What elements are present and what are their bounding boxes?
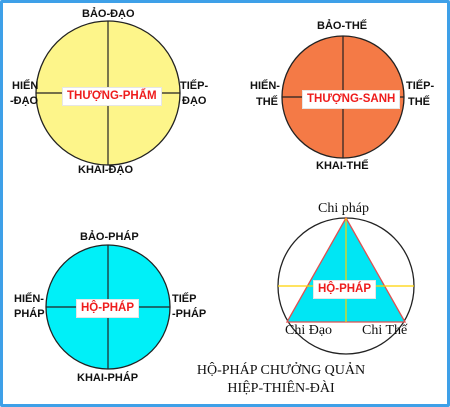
circle-dao-top-label: BẢO-ĐẠO	[82, 8, 135, 20]
circle-dao-left-label-1: HIẾN	[12, 80, 39, 92]
circle-dao-right-label-1: TIẾP-	[180, 80, 209, 92]
triangle-top-label: Chi pháp	[318, 201, 369, 216]
triangle-bottom-right-label: Chi Thế	[362, 323, 408, 338]
circle-phap-right-label-2: -PHÁP	[172, 308, 207, 320]
circle-phap-left-label-2: PHÁP	[14, 308, 45, 320]
triangle-center-label: HỘ-PHÁP	[313, 280, 377, 299]
circle-the-bottom-label: KHAI-THẾ	[316, 160, 369, 172]
circle-dao-right-label-2: ĐẠO	[182, 95, 207, 107]
circle-the-left-label-2: THẾ	[256, 96, 278, 108]
circle-the-center-label: THƯỢNG-SANH	[302, 90, 401, 109]
circle-phap-center-label: HỘ-PHÁP	[76, 299, 140, 318]
triangle-bottom-left-label: Chi Đạo	[285, 323, 333, 338]
circle-phap-left-label-1: HIẾN-	[14, 293, 44, 305]
circle-phap-bottom-label: KHAI-PHÁP	[77, 372, 139, 384]
circle-dao-left-label-2: -ĐẠO	[10, 95, 39, 107]
circle-phap-top-label: BẢO-PHÁP	[80, 231, 139, 243]
circle-the-right-label-1: TIẾP-	[406, 80, 435, 92]
circle-dao-bottom-label: KHAI-ĐẠO	[78, 164, 133, 176]
caption-line-1: HỘ-PHÁP CHƯỞNG QUẢN	[196, 363, 366, 378]
circle-phap-right-label-1: TIẾP	[172, 293, 197, 305]
circle-the-right-label-2: THẾ	[408, 96, 430, 108]
caption-line-2: HIỆP-THIÊN-ĐÀI	[227, 381, 335, 396]
circle-the-top-label: BẢO-THẾ	[317, 20, 368, 32]
circle-dao-center-label: THƯỢNG-PHẨM	[62, 87, 162, 106]
circle-the-left-label-1: HIẾN-	[250, 80, 280, 92]
